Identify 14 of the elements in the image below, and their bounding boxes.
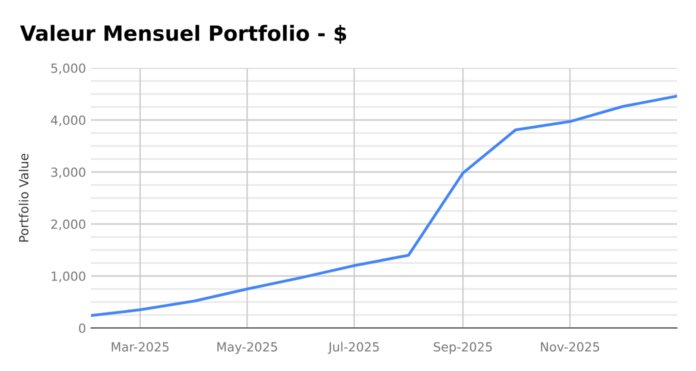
y-tick-label: 0	[79, 323, 86, 333]
y-tick-label: 3,000	[51, 167, 86, 178]
x-tick-label: Mar-2025	[112, 342, 169, 352]
y-tick-label: 4,000	[50, 115, 86, 126]
y-tick-label: 1,000	[52, 271, 86, 282]
x-tick-label: May-2025	[217, 342, 278, 354]
x-tick-label: Nov-2025	[541, 342, 600, 352]
y-tick-label: 2,000	[51, 219, 86, 230]
y-tick-label: 5,000	[51, 63, 86, 74]
y-axis-title: Portfolio Value	[18, 154, 28, 242]
x-tick-label: Jul-2025	[328, 342, 379, 354]
line-series	[91, 94, 677, 317]
chart-title: Valeur Mensuel Portfolio - $	[20, 24, 346, 44]
x-tick-label: Sep-2025	[434, 342, 492, 354]
